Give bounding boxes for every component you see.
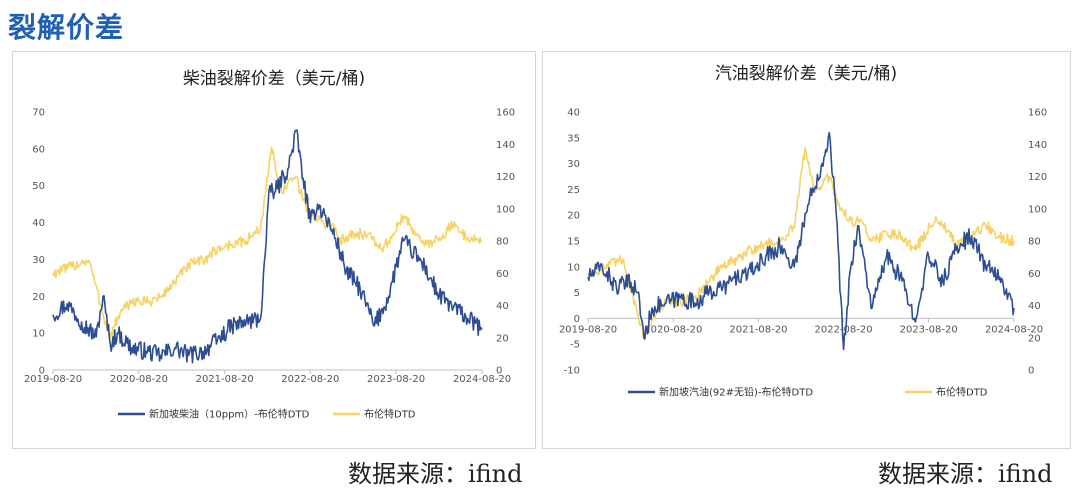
chart-title: 柴油裂解价差（美元/桶) <box>183 69 365 89</box>
y-right-tick-label: 40 <box>1028 301 1041 312</box>
y-right-tick-label: 160 <box>1028 108 1047 119</box>
y-right-tick-label: 20 <box>1028 333 1041 344</box>
y-left-tick-label: 5 <box>574 288 580 299</box>
y-right-tick-label: 140 <box>496 140 515 151</box>
y-left-tick-label: 40 <box>567 108 580 119</box>
x-tick-label: 2020-08-20 <box>644 324 702 335</box>
y-left-tick-label: 0 <box>39 366 45 377</box>
y-right-tick-label: 40 <box>496 301 509 312</box>
x-tick-label: 2020-08-20 <box>110 374 168 385</box>
y-left-tick-label: 30 <box>567 159 580 170</box>
y-left-tick-label: 10 <box>567 262 580 273</box>
y-left-tick-label: 20 <box>32 292 45 303</box>
y-left-tick-label: 70 <box>32 108 45 119</box>
y-right-tick-label: 0 <box>496 366 502 377</box>
y-left-tick-label: 15 <box>567 237 580 248</box>
x-tick-label: 2022-08-20 <box>281 374 339 385</box>
chart-title: 汽油裂解价差（美元/桶) <box>715 64 897 84</box>
series-line-spread <box>52 129 483 364</box>
gasoline-crack-chart: 汽油裂解价差（美元/桶) -10 -5 0 5 10 15 20 25 30 35 40 0 20 40 60… <box>559 64 1047 399</box>
legend-label: 布伦特DTD <box>364 408 416 421</box>
x-tick-label: 2021-08-20 <box>196 374 254 385</box>
y-left-tick-label: -5 <box>570 340 580 351</box>
y-left-tick-label: 20 <box>567 211 580 222</box>
y-left-tick-label: 40 <box>32 218 45 229</box>
y-right-tick-label: 60 <box>1028 269 1041 280</box>
x-tick-label: 2022-08-20 <box>814 324 872 335</box>
legend-label: 新加坡汽油(92#无铅)-布伦特DTD <box>659 386 813 399</box>
y-left-tick-label: -10 <box>564 366 580 377</box>
x-tick-label: 2023-08-20 <box>900 324 958 335</box>
y-right-tick-label: 120 <box>496 172 515 183</box>
source-note-right: 数据来源：ifind <box>878 460 1053 488</box>
page-title: 裂解价差 <box>8 11 125 44</box>
y-right-tick-label: 140 <box>1028 140 1047 151</box>
y-left-tick-label: 30 <box>32 255 45 266</box>
y-right-tick-label: 80 <box>1028 237 1041 248</box>
y-right-tick-label: 160 <box>496 108 515 119</box>
y-left-tick-label: 60 <box>32 144 45 155</box>
x-tick-label: 2019-08-20 <box>559 324 617 335</box>
y-left-tick-label: 10 <box>32 329 45 340</box>
x-tick-label: 2019-08-20 <box>24 374 82 385</box>
y-right-tick-label: 80 <box>496 237 509 248</box>
series-line-brent <box>52 146 483 339</box>
y-left-tick-label: 25 <box>567 185 580 196</box>
y-right-tick-label: 100 <box>1028 204 1047 215</box>
y-right-tick-label: 20 <box>496 333 509 344</box>
x-tick-label: 2024-08-20 <box>985 324 1043 335</box>
x-tick-label: 2021-08-20 <box>729 324 787 335</box>
y-right-tick-label: 60 <box>496 269 509 280</box>
diesel-crack-chart-panel: 柴油裂解价差（美元/桶) 0 10 20 30 40 50 60 70 0 20 40 60 80 100 1… <box>12 51 536 449</box>
y-left-tick-label: 0 <box>574 314 580 325</box>
x-tick-label: 2024-08-20 <box>453 374 511 385</box>
x-tick-label: 2023-08-20 <box>367 374 425 385</box>
legend-label: 新加坡柴油（10ppm）-布伦特DTD <box>149 408 310 421</box>
y-right-tick-label: 120 <box>1028 172 1047 183</box>
y-left-tick-label: 35 <box>567 133 580 144</box>
y-right-tick-label: 100 <box>496 204 515 215</box>
source-note-left: 数据来源：ifind <box>348 460 523 488</box>
series-line-spread <box>587 131 1015 351</box>
legend-label: 布伦特DTD <box>936 386 988 399</box>
diesel-crack-chart: 柴油裂解价差（美元/桶) 0 10 20 30 40 50 60 70 0 20 40 60 80 100 1… <box>24 69 515 421</box>
gasoline-crack-chart-panel: 汽油裂解价差（美元/桶) -10 -5 0 5 10 15 20 25 30 35 40 0 20 40 60… <box>542 51 1071 449</box>
y-right-tick-label: 0 <box>1028 366 1034 377</box>
y-left-tick-label: 50 <box>32 181 45 192</box>
